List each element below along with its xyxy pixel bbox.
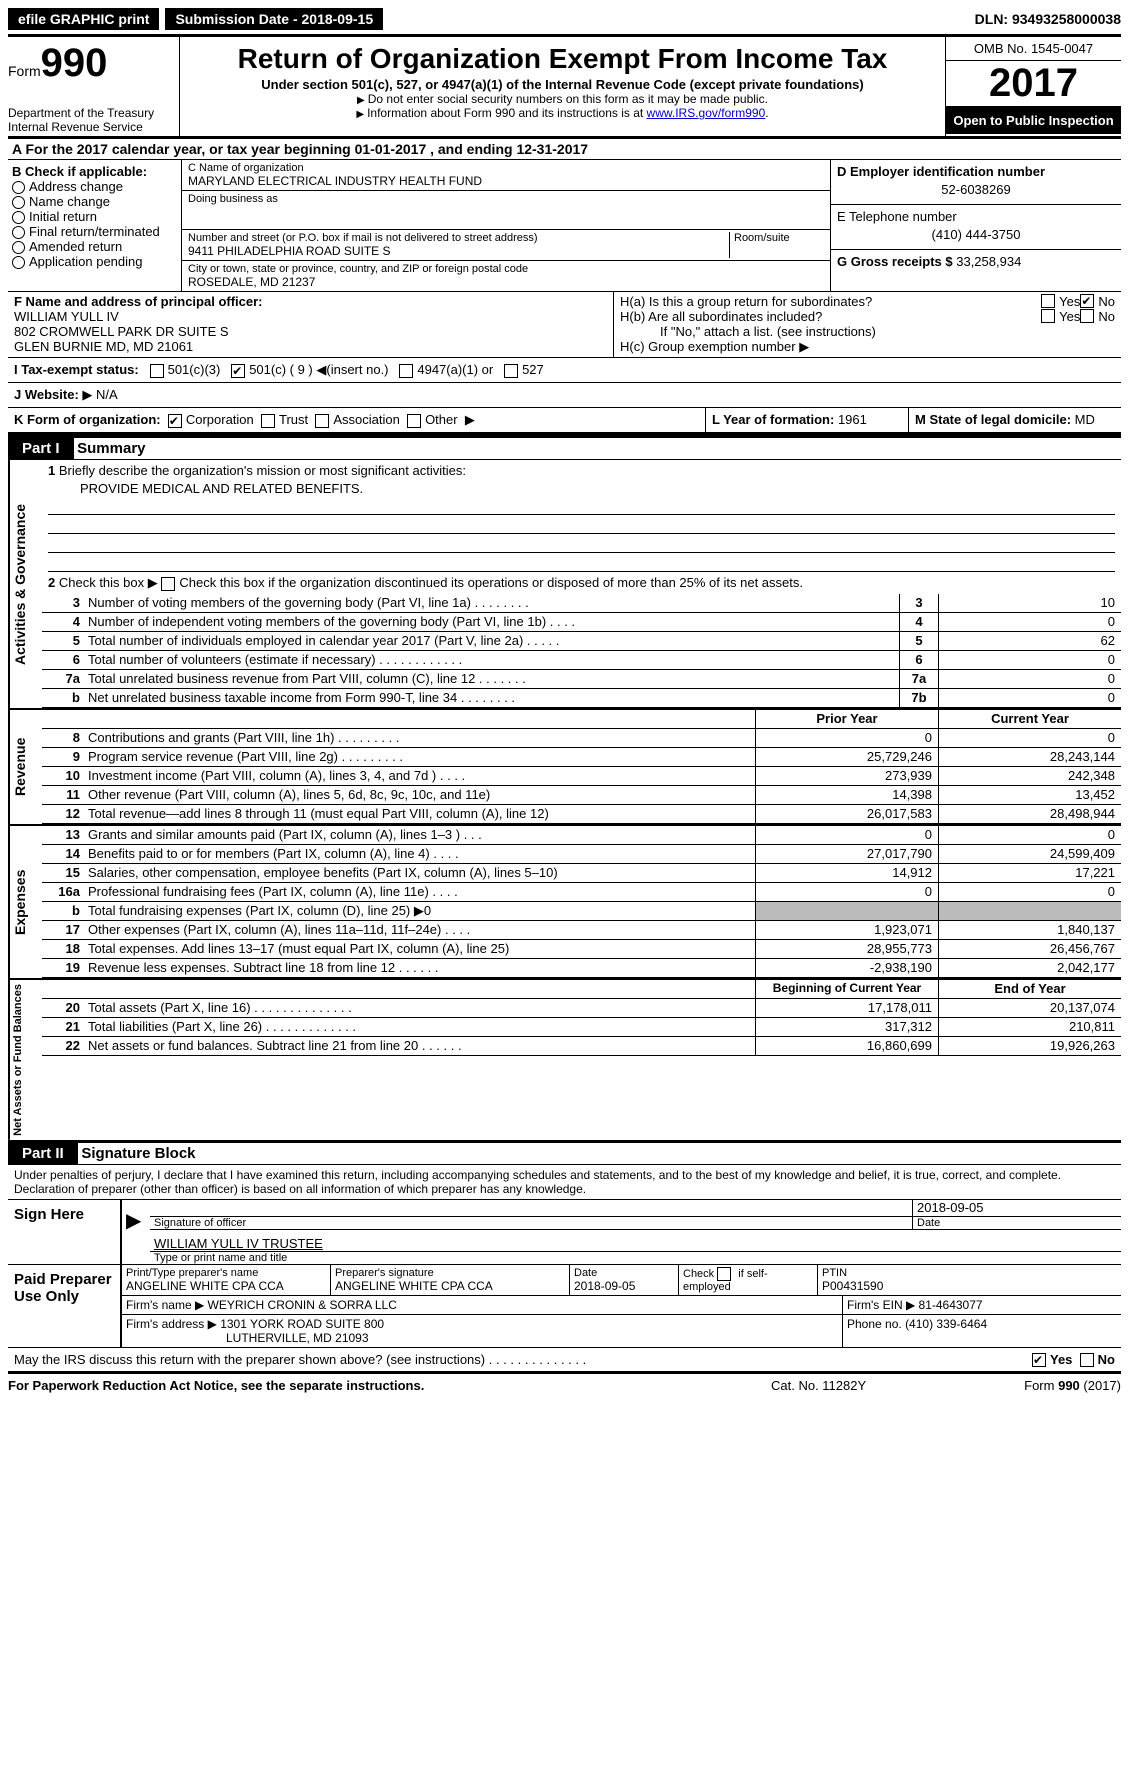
501c3-checkbox[interactable] bbox=[150, 364, 164, 378]
self-employed-checkbox[interactable] bbox=[717, 1267, 731, 1281]
submission-date-button[interactable]: Submission Date - 2018-09-15 bbox=[165, 8, 383, 30]
boxb-option[interactable] bbox=[12, 226, 25, 239]
discuss-line: May the IRS discuss this return with the… bbox=[8, 1348, 1121, 1372]
summary-row: 18Total expenses. Add lines 13–17 (must … bbox=[42, 940, 1121, 959]
summary-row: bNet unrelated business taxable income f… bbox=[42, 689, 1121, 708]
discuss-yes-checkbox[interactable] bbox=[1032, 1353, 1046, 1367]
summary-row: 6Total number of volunteers (estimate if… bbox=[42, 651, 1121, 670]
tax-year: 2017 bbox=[946, 61, 1121, 107]
linek-checkbox[interactable] bbox=[315, 414, 329, 428]
city-state-zip: ROSEDALE, MD 21237 bbox=[188, 275, 824, 289]
open-inspection: Open to Public Inspection bbox=[946, 107, 1121, 134]
discontinued-checkbox[interactable] bbox=[161, 577, 175, 591]
summary-row: 10Investment income (Part VIII, column (… bbox=[42, 767, 1121, 786]
efile-button[interactable]: efile GRAPHIC print bbox=[8, 8, 159, 30]
line-m: M State of legal domicile: MD bbox=[908, 408, 1121, 432]
dln: DLN: 93493258000038 bbox=[975, 11, 1121, 27]
side-governance: Activities & Governance bbox=[8, 460, 42, 708]
sign-arrow-icon: ▶ bbox=[122, 1200, 150, 1264]
hb-no-checkbox[interactable] bbox=[1080, 309, 1094, 323]
ha-yes-checkbox[interactable] bbox=[1041, 294, 1055, 308]
side-expenses: Expenses bbox=[8, 826, 42, 978]
4947-checkbox[interactable] bbox=[399, 364, 413, 378]
form-title: Return of Organization Exempt From Incom… bbox=[188, 43, 937, 75]
line-l: L Year of formation: 1961 bbox=[705, 408, 908, 432]
summary-row: 7aTotal unrelated business revenue from … bbox=[42, 670, 1121, 689]
summary-row: 9Program service revenue (Part VIII, lin… bbox=[42, 748, 1121, 767]
summary-row: 11Other revenue (Part VIII, column (A), … bbox=[42, 786, 1121, 805]
summary-row: 5Total number of individuals employed in… bbox=[42, 632, 1121, 651]
box-f: F Name and address of principal officer:… bbox=[8, 292, 613, 357]
linek-checkbox[interactable] bbox=[168, 414, 182, 428]
paid-preparer-label: Paid Preparer Use Only bbox=[8, 1265, 122, 1347]
summary-row: 12Total revenue—add lines 8 through 11 (… bbox=[42, 805, 1121, 824]
header-right: OMB No. 1545-0047 2017 Open to Public In… bbox=[945, 37, 1121, 136]
footer: For Paperwork Reduction Act Notice, see … bbox=[8, 1372, 1121, 1393]
side-revenue: Revenue bbox=[8, 710, 42, 824]
part2-header: Part II Signature Block bbox=[8, 1142, 1121, 1165]
summary-row: 3Number of voting members of the governi… bbox=[42, 594, 1121, 613]
summary-row: bTotal fundraising expenses (Part IX, co… bbox=[42, 902, 1121, 921]
summary-row: 22Net assets or fund balances. Subtract … bbox=[42, 1037, 1121, 1056]
box-c: C Name of organizationMARYLAND ELECTRICA… bbox=[182, 160, 830, 291]
summary-row: 21Total liabilities (Part X, line 26) . … bbox=[42, 1018, 1121, 1037]
line-j: J Website: ▶ N/A bbox=[8, 383, 1121, 408]
summary-row: 14Benefits paid to or for members (Part … bbox=[42, 845, 1121, 864]
ein: 52-6038269 bbox=[837, 179, 1115, 200]
boxb-option[interactable] bbox=[12, 241, 25, 254]
line-k: K Form of organization: Corporation Trus… bbox=[8, 408, 705, 432]
phone: (410) 444-3750 bbox=[837, 224, 1115, 245]
boxb-option[interactable] bbox=[12, 196, 25, 209]
summary-row: 20Total assets (Part X, line 16) . . . .… bbox=[42, 999, 1121, 1018]
gross-receipts: 33,258,934 bbox=[956, 254, 1021, 269]
boxb-option[interactable] bbox=[12, 256, 25, 269]
part1-header: Part I Summary bbox=[8, 435, 1121, 460]
org-name: MARYLAND ELECTRICAL INDUSTRY HEALTH FUND bbox=[188, 174, 824, 188]
summary-row: 13Grants and similar amounts paid (Part … bbox=[42, 826, 1121, 845]
form-990-2017: Form 990 (2017) bbox=[971, 1378, 1121, 1393]
penalty-statement: Under penalties of perjury, I declare th… bbox=[8, 1165, 1121, 1200]
omb-number: OMB No. 1545-0047 bbox=[946, 37, 1121, 61]
street-address: 9411 PHILADELPHIA ROAD SUITE S bbox=[188, 244, 729, 258]
discuss-no-checkbox[interactable] bbox=[1080, 1353, 1094, 1367]
header-left: Form990 Department of the Treasury Inter… bbox=[8, 37, 180, 136]
hb-yes-checkbox[interactable] bbox=[1041, 309, 1055, 323]
boxb-option[interactable] bbox=[12, 211, 25, 224]
section-a: A For the 2017 calendar year, or tax yea… bbox=[8, 139, 1121, 160]
summary-row: 16aProfessional fundraising fees (Part I… bbox=[42, 883, 1121, 902]
box-h: H(a) Is this a group return for subordin… bbox=[613, 292, 1121, 357]
box-d-e-g: D Employer identification number52-60382… bbox=[830, 160, 1121, 291]
summary-row: 8Contributions and grants (Part VIII, li… bbox=[42, 729, 1121, 748]
header-center: Return of Organization Exempt From Incom… bbox=[180, 37, 945, 136]
527-checkbox[interactable] bbox=[504, 364, 518, 378]
ha-no-checkbox[interactable] bbox=[1080, 294, 1094, 308]
linek-checkbox[interactable] bbox=[261, 414, 275, 428]
top-bar: efile GRAPHIC print Submission Date - 20… bbox=[8, 8, 1121, 30]
summary-row: 4Number of independent voting members of… bbox=[42, 613, 1121, 632]
sign-here-label: Sign Here bbox=[8, 1200, 122, 1264]
summary-row: 15Salaries, other compensation, employee… bbox=[42, 864, 1121, 883]
boxb-option[interactable] bbox=[12, 181, 25, 194]
mission-text: PROVIDE MEDICAL AND RELATED BENEFITS. bbox=[42, 481, 1121, 496]
form-header: Form990 Department of the Treasury Inter… bbox=[8, 37, 1121, 139]
summary-row: 17Other expenses (Part IX, column (A), l… bbox=[42, 921, 1121, 940]
summary-row: 19Revenue less expenses. Subtract line 1… bbox=[42, 959, 1121, 978]
501c-checkbox[interactable] bbox=[231, 364, 245, 378]
firm-name: WEYRICH CRONIN & SORRA LLC bbox=[208, 1298, 397, 1312]
line-i: I Tax-exempt status: 501(c)(3) 501(c) ( … bbox=[8, 358, 1121, 383]
linek-checkbox[interactable] bbox=[407, 414, 421, 428]
irs-link[interactable]: www.IRS.gov/form990 bbox=[647, 106, 766, 120]
box-b: B Check if applicable: Address changeNam… bbox=[8, 160, 182, 291]
officer-name: WILLIAM YULL IV TRUSTEE bbox=[150, 1230, 1121, 1252]
side-netassets: Net Assets or Fund Balances bbox=[8, 980, 42, 1140]
